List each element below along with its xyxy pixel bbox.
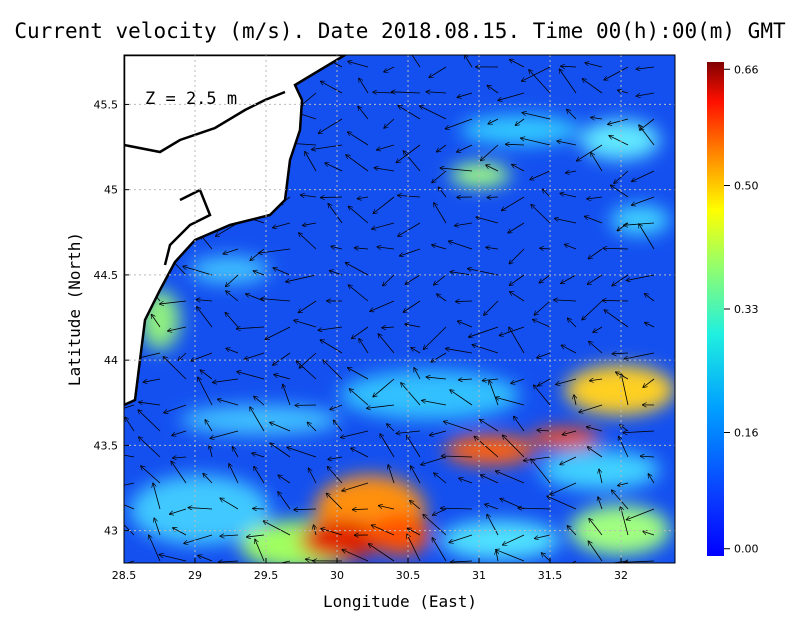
x-tick-label: 30.5 [396,569,421,582]
x-tick-label: 30 [330,569,344,582]
x-tick-label: 29 [188,569,202,582]
colorbar-tick-label: 0.33 [734,303,759,316]
y-tick-label: 44.5 [94,269,119,282]
x-tick-label: 31.5 [538,569,563,582]
y-tick-label: 43.5 [94,439,119,452]
x-tick-label: 31 [472,569,486,582]
y-tick-label: 45 [104,184,118,197]
colorbar-tick-label: 0.16 [734,427,759,440]
x-tick-label: 32 [614,569,628,582]
x-tick-label: 29.5 [254,569,279,582]
x-axis-label: Longitude (East) [323,592,477,611]
current-arrow [487,197,498,198]
y-tick-label: 45.5 [94,98,119,111]
colorbar-tick-label: 0.00 [734,543,759,556]
depth-annotation: Z = 2.5 m [145,89,237,109]
y-tick-label: 43 [104,525,118,538]
colorbar-tick-label: 0.66 [734,63,759,76]
title: Current velocity (m/s). Date 2018.08.15.… [14,19,786,43]
x-tick-label: 28.5 [112,569,137,582]
colorbar [707,62,724,556]
colorbar-tick-label: 0.50 [734,180,759,193]
velocity-field [103,41,675,572]
y-axis-label: Latitude (North) [65,232,84,386]
y-tick-label: 44 [104,354,118,367]
